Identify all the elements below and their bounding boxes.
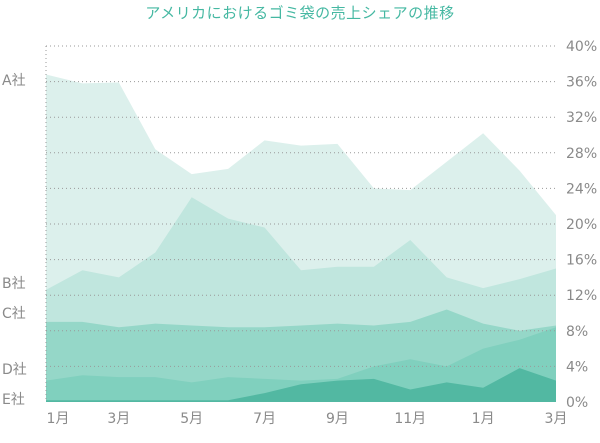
y-tick-label: 28% [566, 146, 597, 162]
x-axis-ticks: 1月 3月 5月 7月 9月 11月 1月 3月 [47, 411, 568, 427]
series-areas [46, 74, 556, 402]
y-tick-label: 0% [566, 395, 588, 411]
series-label: A社 [2, 73, 26, 89]
y-tick-label: 24% [566, 181, 597, 197]
y-tick-label: 32% [566, 110, 597, 126]
x-tick-label: 7月 [253, 411, 276, 427]
series-labels: A社 B社 C社 D社 E社 [2, 73, 27, 408]
series-label: C社 [2, 306, 26, 322]
series-area-4 [46, 368, 556, 402]
y-tick-label: 40% [566, 39, 597, 55]
x-tick-label: 1月 [472, 411, 495, 427]
series-label: E社 [2, 392, 25, 408]
x-tick-label: 9月 [326, 411, 349, 427]
y-tick-label: 20% [566, 217, 597, 233]
x-tick-label: 1月 [47, 411, 70, 427]
y-axis-ticks: 0% 4% 8% 12% 16% 20% 24% 28% 32% 36% 40% [566, 39, 597, 411]
gridlines [45, 45, 556, 402]
series-label: D社 [2, 362, 27, 378]
y-tick-label: 36% [566, 75, 597, 91]
x-tick-label: 11月 [394, 411, 426, 427]
series-area-3 [46, 327, 556, 402]
series-label: B社 [2, 276, 26, 292]
x-tick-label: 3月 [545, 411, 568, 427]
y-tick-label: 12% [566, 288, 597, 304]
x-tick-label: 3月 [107, 411, 130, 427]
y-tick-label: 16% [566, 253, 597, 269]
y-tick-label: 4% [566, 359, 588, 375]
y-tick-label: 8% [566, 324, 588, 340]
x-tick-label: 5月 [180, 411, 203, 427]
chart-title: アメリカにおけるゴミ袋の売上シェアの推移 [145, 4, 455, 22]
